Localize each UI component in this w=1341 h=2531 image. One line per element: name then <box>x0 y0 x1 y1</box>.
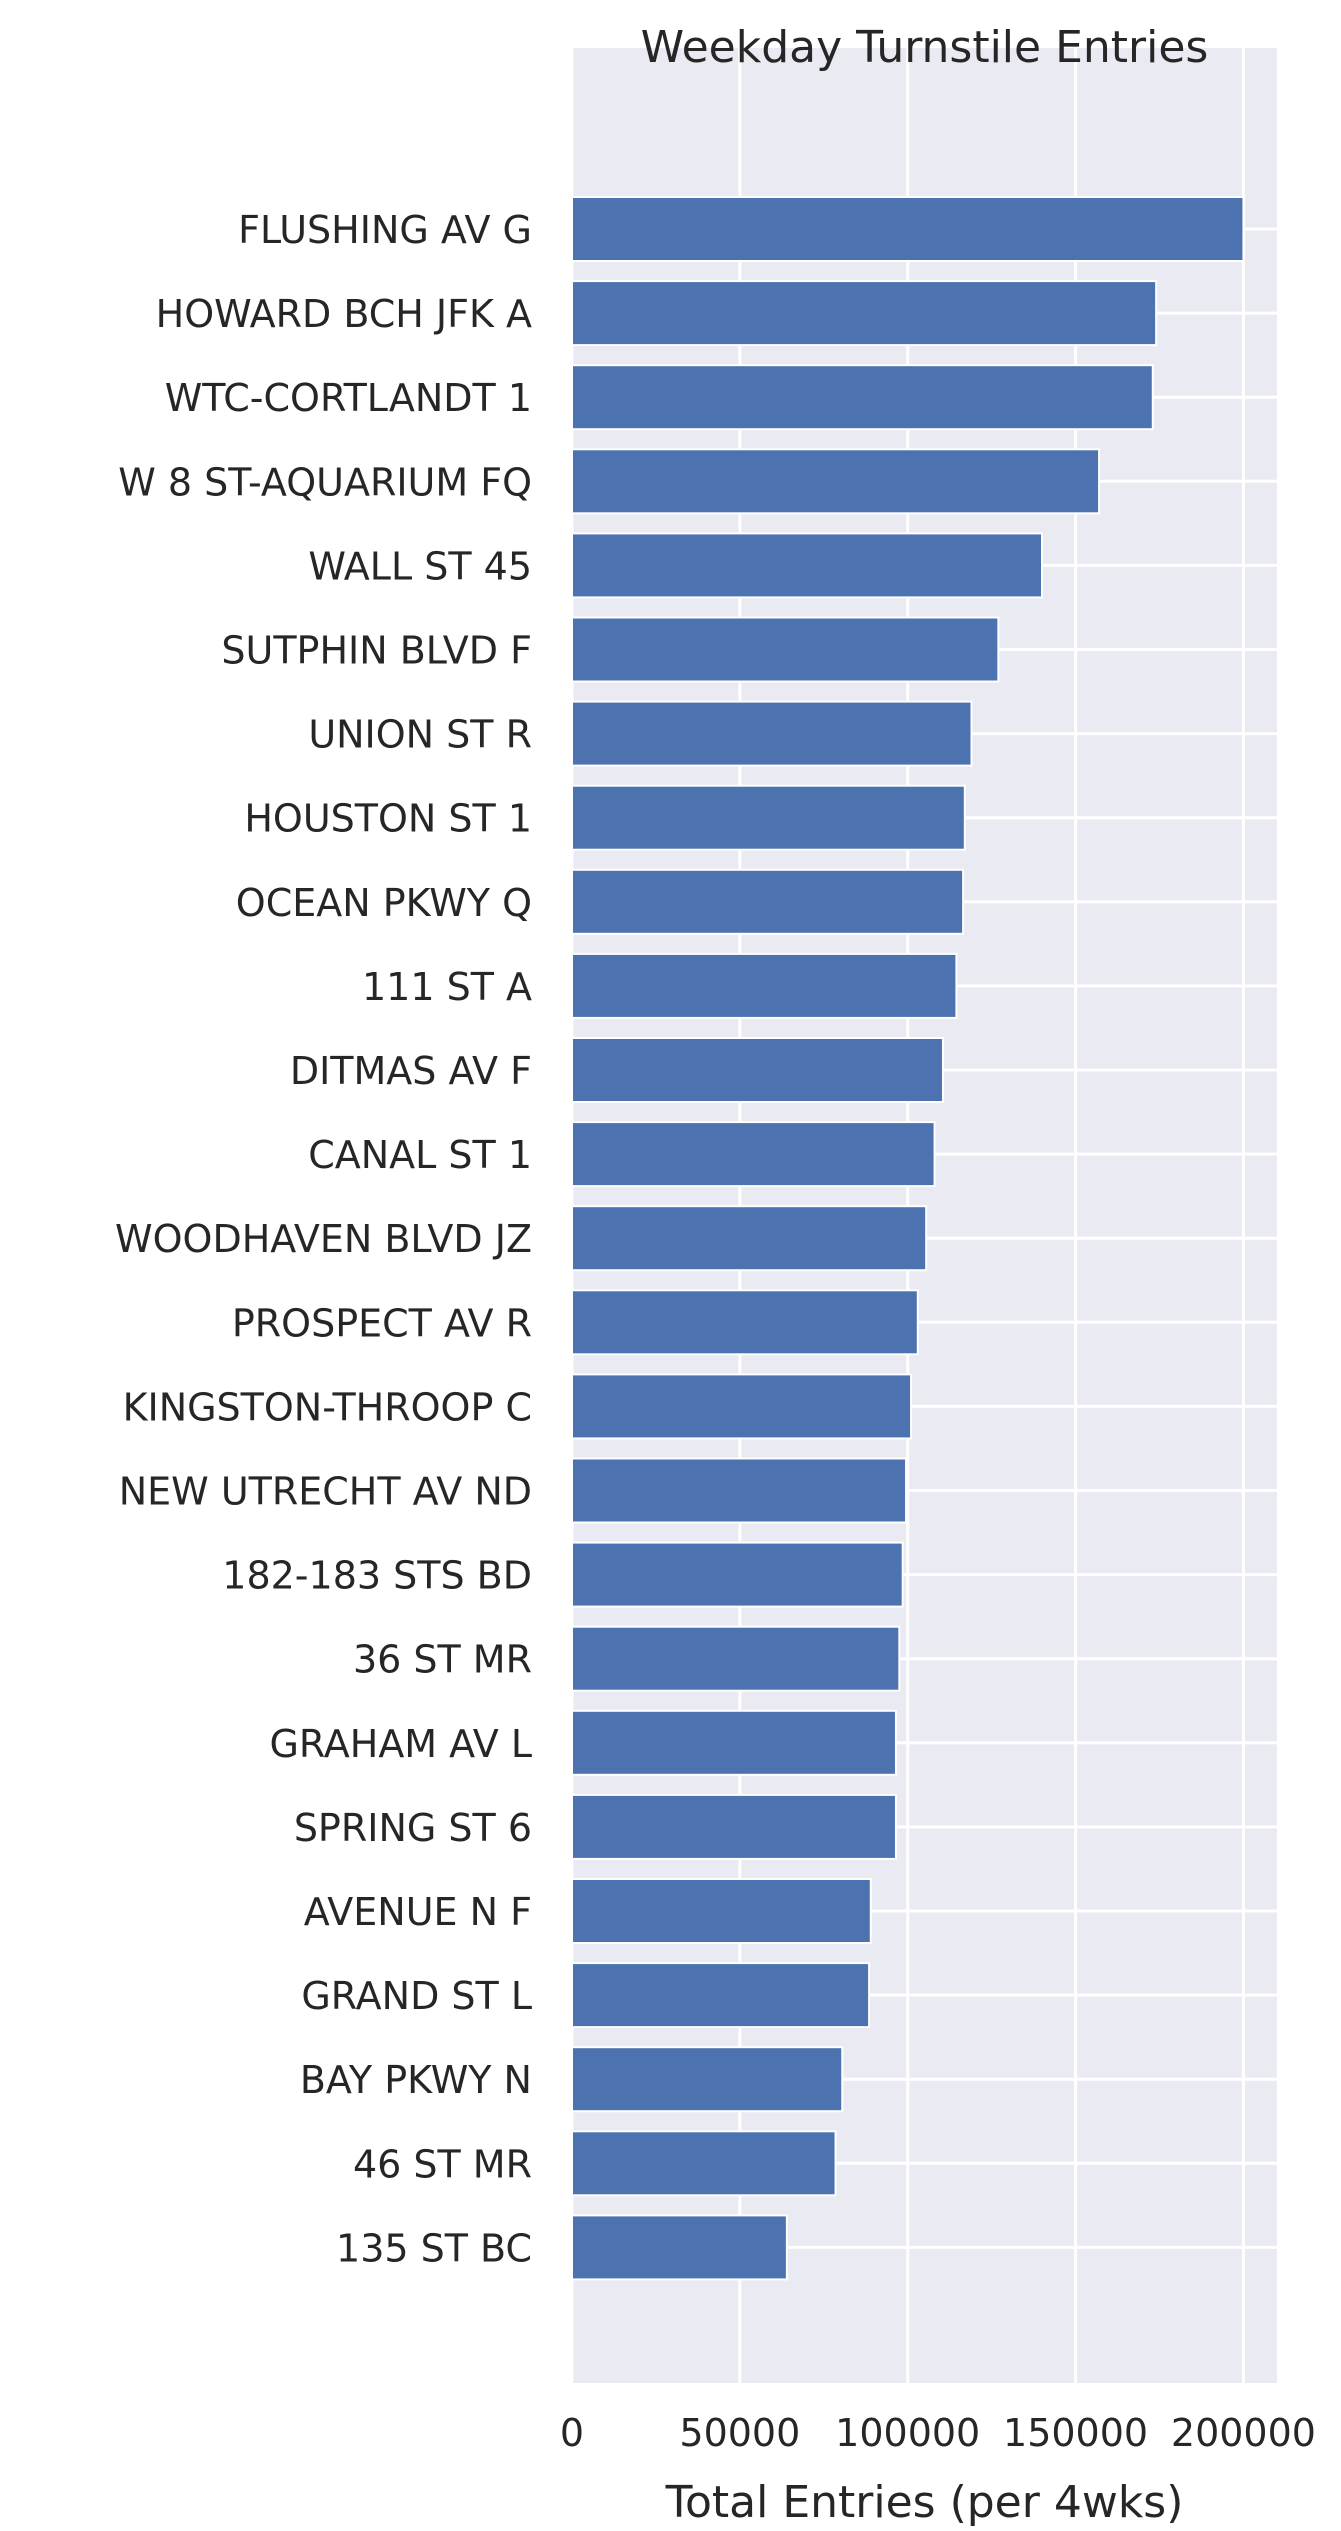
bar <box>571 1962 871 2029</box>
x-tick-labels: 0 50000 100000 150000 200000 <box>560 2411 1316 2455</box>
y-tick-label: OCEAN PKWY Q <box>236 881 532 925</box>
x-axis-label: Total Entries (per 4wks) <box>665 2477 1184 2528</box>
bar <box>571 2046 844 2113</box>
y-tick-label: SUTPHIN BLVD F <box>221 629 532 673</box>
bar <box>571 2214 788 2281</box>
y-tick-label: FLUSHING AV G <box>238 208 532 252</box>
x-tick-label: 200000 <box>1171 2411 1316 2455</box>
bar <box>571 616 1000 683</box>
bar <box>571 700 973 767</box>
bar <box>571 1457 908 1524</box>
bars <box>571 196 1245 2281</box>
x-tick-label: 150000 <box>1003 2411 1148 2455</box>
x-tick-label: 0 <box>560 2411 584 2455</box>
bar <box>571 1373 913 1440</box>
bar <box>571 448 1101 515</box>
bar <box>571 1121 936 1188</box>
bar <box>571 784 966 851</box>
y-tick-label: CANAL ST 1 <box>308 1133 532 1177</box>
y-tick-label: HOWARD BCH JFK A <box>156 292 532 336</box>
y-tick-label: UNION ST R <box>308 713 532 757</box>
y-tick-label: W 8 ST-AQUARIUM FQ <box>118 460 532 504</box>
y-tick-label: KINGSTON-THROOP C <box>123 1385 532 1429</box>
y-tick-label: GRAHAM AV L <box>269 1722 532 1766</box>
y-tick-labels: FLUSHING AV G HOWARD BCH JFK A WTC-CORTLAN… <box>115 208 532 2270</box>
y-tick-label: 36 ST MR <box>353 1638 532 1682</box>
bar <box>571 1289 919 1356</box>
bar <box>571 196 1245 262</box>
y-tick-label: AVENUE N F <box>304 1890 532 1934</box>
bar <box>571 868 965 935</box>
bar <box>571 532 1043 599</box>
chart-title: Weekday Turnstile Entries <box>641 22 1209 73</box>
y-tick-label: DITMAS AV F <box>290 1049 532 1093</box>
y-tick-label: NEW UTRECHT AV ND <box>119 1470 532 1514</box>
y-tick-label: PROSPECT AV R <box>232 1301 532 1345</box>
x-tick-label: 100000 <box>835 2411 980 2455</box>
bar <box>571 1625 901 1692</box>
y-tick-label: HOUSTON ST 1 <box>244 797 532 841</box>
x-tick-label: 50000 <box>679 2411 800 2455</box>
y-tick-label: 111 ST A <box>362 965 532 1009</box>
y-tick-label: 46 ST MR <box>353 2142 532 2186</box>
bar <box>571 1878 872 1944</box>
bar <box>571 1205 928 1272</box>
y-tick-label: BAY PKWY N <box>300 2058 532 2102</box>
y-tick-label: GRAND ST L <box>301 1974 532 2018</box>
y-tick-label: WALL ST 45 <box>308 544 532 588</box>
y-tick-label: 182-183 STS BD <box>222 1554 532 1598</box>
bar <box>571 364 1154 431</box>
y-tick-label: SPRING ST 6 <box>294 1806 532 1850</box>
bar <box>571 1037 944 1103</box>
bar <box>571 1709 897 1776</box>
bar <box>571 280 1158 347</box>
bar <box>571 1541 904 1608</box>
y-tick-label: WTC-CORTLANDT 1 <box>165 376 532 420</box>
y-tick-label: 135 ST BC <box>336 2226 532 2270</box>
bar <box>571 1793 897 1860</box>
y-tick-label: WOODHAVEN BLVD JZ <box>115 1217 532 1261</box>
bar <box>571 2130 837 2197</box>
bar <box>571 952 958 1019</box>
